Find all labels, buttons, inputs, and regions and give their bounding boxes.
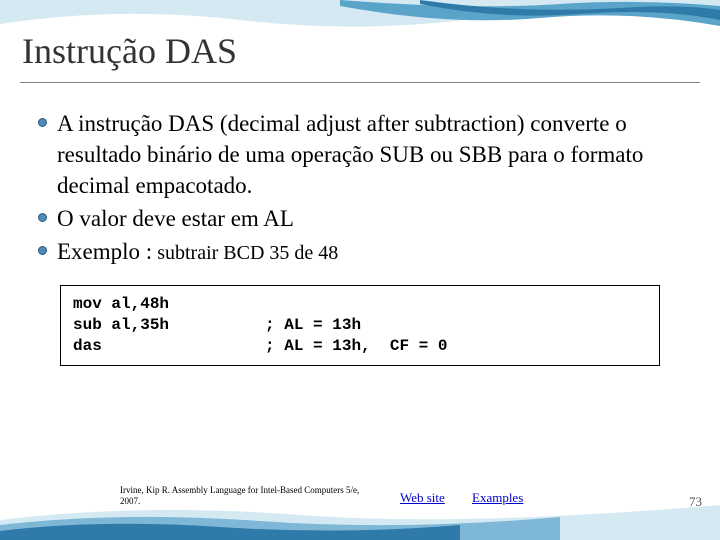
exemplo-prefix: Exemplo : [57,239,152,264]
slide-title: Instrução DAS [22,30,237,72]
content-area: A instrução DAS (decimal adjust after su… [38,108,690,366]
website-link[interactable]: Web site [400,490,445,506]
footer: Irvine, Kip R. Assembly Language for Int… [0,482,720,512]
bullet-text: O valor deve estar em AL [57,203,294,234]
bullet-text: A instrução DAS (decimal adjust after su… [57,108,690,201]
bullet-icon [38,213,47,222]
title-underline [20,82,700,83]
citation-text: Irvine, Kip R. Assembly Language for Int… [120,485,360,506]
bullet-icon [38,246,47,255]
bullet-icon [38,118,47,127]
code-box: mov al,48h sub al,35h ; AL = 13h das ; A… [60,285,660,365]
exemplo-rest: subtrair BCD 35 de 48 [152,242,338,264]
bullet-item: O valor deve estar em AL [38,203,690,234]
bullet-item: Exemplo : subtrair BCD 35 de 48 [38,236,690,267]
exemplo-line: Exemplo : subtrair BCD 35 de 48 [57,236,338,267]
bullet-item: A instrução DAS (decimal adjust after su… [38,108,690,201]
examples-link[interactable]: Examples [472,490,523,506]
page-number: 73 [689,494,702,510]
